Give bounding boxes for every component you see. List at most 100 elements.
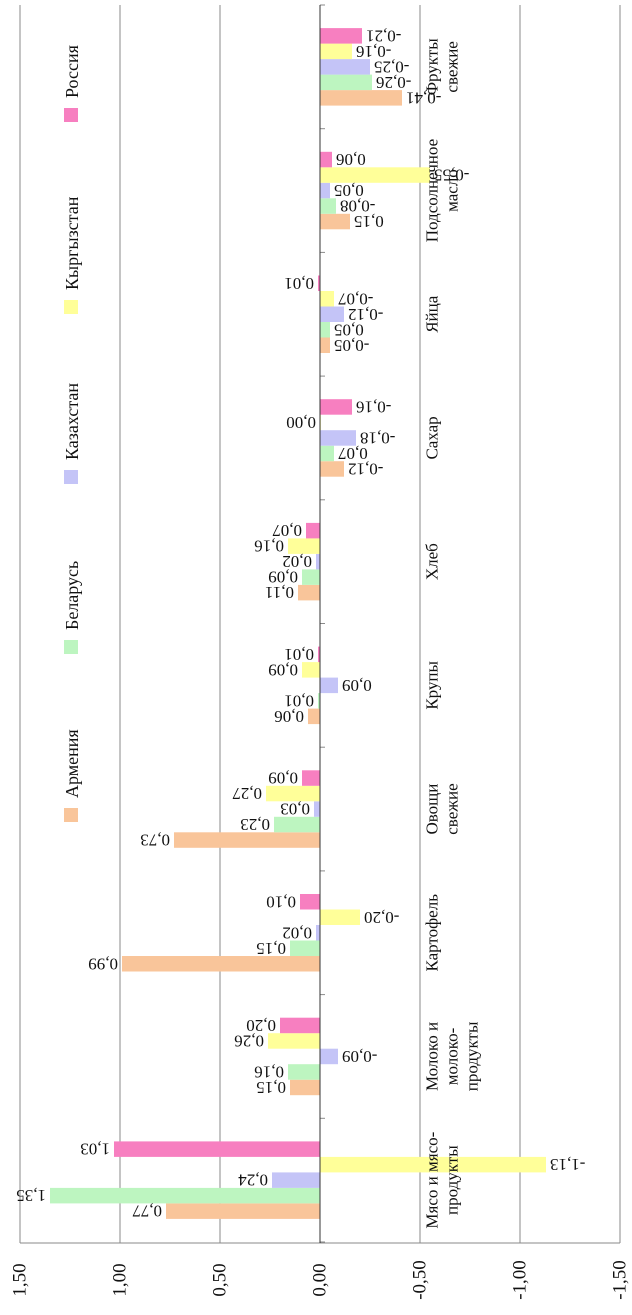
bar: [318, 646, 320, 663]
category-label: Фрукты: [423, 38, 442, 96]
data-label: 0,27: [232, 784, 262, 803]
data-label: -0,18: [360, 428, 395, 447]
legend-swatch: [64, 300, 78, 314]
value-axis: 1,50 1,00 0,50 0,00 -0,50 -1,00 -1,50: [10, 4, 631, 1300]
data-label: -0,21: [366, 26, 401, 45]
bar: [320, 28, 362, 44]
data-label: -1,13: [550, 1155, 585, 1174]
data-label: 0,09: [342, 676, 372, 695]
bar: [166, 1203, 320, 1219]
tick-label: 1,00: [110, 1263, 131, 1296]
data-label: -0,41: [406, 88, 441, 107]
bar: [320, 322, 330, 338]
legend: Армения Беларусь Казахстан Кыргызстан Россия: [62, 45, 82, 822]
data-label: 0,15: [256, 1078, 286, 1097]
bar: [320, 90, 402, 106]
data-label: 0,73: [140, 831, 170, 850]
tick-label: 1,50: [10, 1263, 31, 1296]
bar: [174, 832, 320, 848]
bar: [316, 925, 320, 941]
category-label: Мясо и мясо-: [423, 1131, 442, 1228]
category-label: Овощи: [423, 784, 442, 835]
data-label: 1,03: [80, 1140, 110, 1159]
data-label: -0,12: [348, 459, 383, 478]
data-label: 0,09: [268, 568, 298, 587]
data-label: 0,15: [354, 212, 384, 231]
category-label: свежие: [443, 783, 462, 834]
bar: [302, 662, 320, 678]
data-label: 0,06: [336, 150, 366, 169]
data-label: -0,12: [348, 305, 383, 324]
bar: [320, 59, 370, 75]
bar: [302, 770, 320, 786]
bar: [268, 1033, 320, 1049]
bar: [288, 1064, 320, 1080]
data-label: 0,09: [268, 769, 298, 788]
data-label: 0,02: [282, 552, 312, 571]
bar: [320, 167, 430, 183]
data-label: -0,26: [376, 73, 411, 92]
bar-layer: [50, 28, 546, 1219]
data-label: 1,35: [16, 1186, 46, 1205]
bar: [320, 182, 330, 199]
legend-label: Россия: [62, 45, 82, 98]
bar: [320, 1048, 338, 1065]
bar: [302, 569, 320, 585]
data-label: -0,55: [434, 166, 469, 185]
data-label: 0,16: [254, 1062, 284, 1081]
bar: [318, 275, 320, 291]
bar: [320, 198, 336, 214]
bar: [122, 956, 320, 972]
bar: [280, 1017, 320, 1034]
bar: [288, 538, 320, 554]
data-label: 0,11: [265, 583, 294, 602]
legend-swatch: [64, 808, 78, 822]
tick-label: -1,00: [510, 1260, 531, 1300]
data-label: -0,05: [334, 336, 369, 355]
bar: [320, 291, 334, 307]
data-label: 0,16: [254, 537, 284, 556]
data-label: 0,07: [272, 521, 302, 540]
bar: [318, 693, 320, 709]
bar: [308, 708, 320, 725]
data-label: -0,20: [364, 908, 399, 927]
data-label: 0,09: [268, 660, 298, 679]
bar: [320, 43, 352, 60]
bar: [290, 1079, 320, 1096]
category-label: Молоко и: [423, 1022, 442, 1091]
data-label: -0,16: [356, 397, 391, 416]
legend-label: Беларусь: [62, 561, 82, 630]
data-label: 0,01: [284, 691, 314, 710]
category-label: молоко-: [443, 1027, 462, 1085]
legend-swatch: [64, 640, 78, 654]
category-label: Яйца: [423, 295, 442, 333]
bar: [298, 584, 320, 601]
data-label: 0,20: [246, 1016, 276, 1035]
data-label: -0,16: [356, 42, 391, 61]
data-label: 0,01: [284, 645, 314, 664]
gridlines: [19, 5, 621, 1244]
data-label: 0,26: [234, 1031, 264, 1050]
bar: [274, 816, 320, 833]
category-label: продукты: [463, 1021, 482, 1091]
bar: [114, 1141, 320, 1157]
bar: [320, 399, 352, 415]
tick-label: -1,50: [610, 1260, 631, 1300]
data-label: 0,01: [284, 274, 314, 293]
legend-swatch: [64, 470, 78, 484]
bar: [272, 1172, 320, 1188]
bar: [320, 445, 334, 462]
data-label: 0,00: [286, 413, 316, 432]
data-label: -0,25: [374, 57, 409, 76]
data-label: 0,05: [334, 181, 364, 200]
bar: [320, 461, 344, 477]
tick-label: 0,50: [210, 1263, 231, 1296]
category-labels: Мясо и мясо-продукты Молоко и молоко-проду…: [423, 38, 482, 1229]
bar: [320, 1156, 546, 1173]
data-label: 0,23: [240, 815, 270, 834]
data-label: 0,77: [132, 1202, 162, 1221]
data-label: 0,99: [88, 954, 118, 973]
data-label: -0,07: [338, 289, 374, 308]
category-label: свежие: [443, 41, 462, 92]
